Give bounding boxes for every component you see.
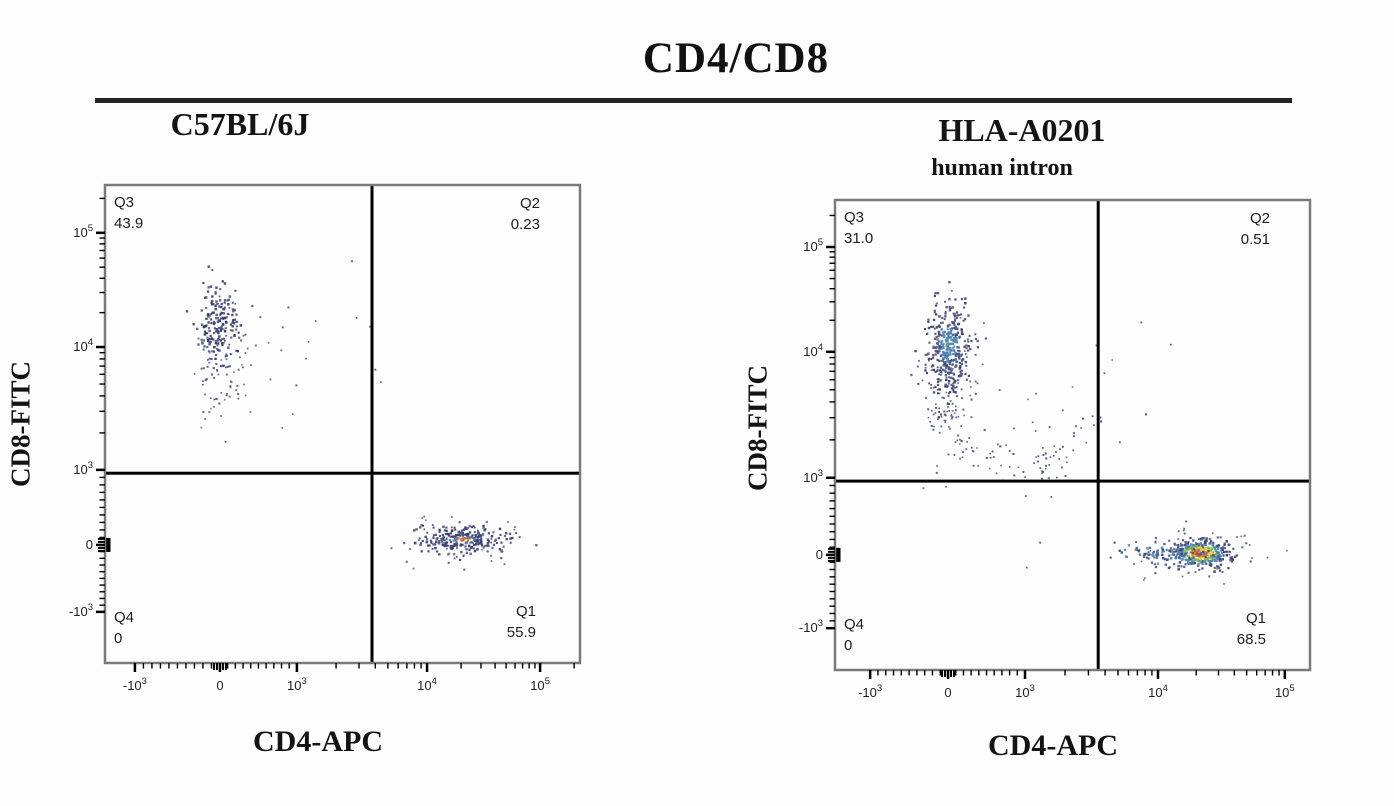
quadrant-value: 68.5 — [1236, 631, 1266, 648]
svg-text:104: 104 — [417, 676, 437, 693]
svg-text:103: 103 — [803, 468, 823, 485]
quadrant-label-q3-left: Q3 43.9 — [114, 192, 143, 234]
quadrant-name: Q4 — [114, 609, 135, 626]
quadrant-value: 31.0 — [844, 230, 874, 247]
svg-text:103: 103 — [1015, 683, 1035, 700]
svg-text:104: 104 — [803, 342, 823, 359]
quadrant-value: 0 — [844, 637, 853, 654]
title-underline — [95, 98, 1292, 103]
quadrant-name: Q3 — [844, 209, 865, 226]
quadrant-label-q2-right: Q2 0.51 — [1241, 208, 1270, 250]
quadrant-label-q1-left: Q1 55.9 — [507, 601, 536, 643]
svg-text:103: 103 — [287, 676, 307, 693]
svg-text:0: 0 — [216, 678, 223, 693]
svg-text:105: 105 — [803, 237, 823, 254]
quadrant-name: Q1 — [1245, 610, 1266, 627]
quadrant-value: 0.23 — [510, 216, 540, 233]
x-axis-label-right: CD4-APC — [988, 729, 1118, 762]
y-axis-label-left: CD8-FITC — [5, 361, 36, 487]
panel-title-hla-a0201: HLA-A0201 — [938, 112, 1106, 148]
svg-text:0: 0 — [944, 685, 951, 700]
svg-text:105: 105 — [530, 676, 550, 693]
svg-text:0: 0 — [816, 547, 823, 562]
svg-text:105: 105 — [73, 223, 93, 240]
svg-text:104: 104 — [73, 337, 93, 354]
quadrant-value: 55.9 — [506, 624, 536, 641]
svg-text:104: 104 — [1148, 683, 1168, 700]
quadrant-label-q3-right: Q3 31.0 — [844, 207, 873, 249]
quadrant-label-q2-left: Q2 0.23 — [511, 193, 540, 235]
quadrant-name: Q2 — [519, 195, 540, 212]
svg-text:105: 105 — [1275, 683, 1295, 700]
quadrant-value: 0.51 — [1240, 231, 1270, 248]
scatter-canvas-right: -103 0 103 104 105 -103 0 103 104 105 — [799, 198, 1312, 700]
svg-text:-103: -103 — [69, 602, 93, 619]
svg-text:-103: -103 — [858, 683, 882, 700]
quadrant-value: 0 — [114, 630, 123, 647]
svg-text:-103: -103 — [799, 618, 823, 635]
panel-title-c57bl6j: C57BL/6J — [170, 106, 310, 142]
figure-title: CD4/CD8 — [642, 35, 830, 82]
flow-plot-c57bl6j: -103 0 103 104 105 -103 0 103 104 105 Q3 43.9 Q2 … — [69, 183, 582, 693]
svg-text:0: 0 — [86, 537, 93, 552]
svg-text:-103: -103 — [123, 676, 147, 693]
x-axis-label-left: CD4-APC — [253, 725, 383, 758]
quadrant-name: Q4 — [844, 616, 865, 633]
y-axis-label-right: CD8-FITC — [742, 365, 773, 491]
quadrant-value: 43.9 — [114, 215, 144, 232]
scatter-canvas-left: -103 0 103 104 105 -103 0 103 104 105 — [69, 183, 582, 693]
quadrant-name: Q3 — [114, 194, 135, 211]
quadrant-label-q1-right: Q1 68.5 — [1237, 608, 1266, 650]
svg-text:103: 103 — [73, 460, 93, 477]
quadrant-label-q4-right: Q4 0 — [844, 614, 864, 656]
quadrant-name: Q1 — [515, 603, 536, 620]
flow-plot-hla-a0201: -103 0 103 104 105 -103 0 103 104 105 Q3 31.0 Q2 … — [799, 198, 1312, 700]
panel-subtitle-human-intron: human intron — [931, 155, 1073, 181]
quadrant-name: Q2 — [1249, 210, 1270, 227]
quadrant-label-q4-left: Q4 0 — [114, 607, 134, 649]
